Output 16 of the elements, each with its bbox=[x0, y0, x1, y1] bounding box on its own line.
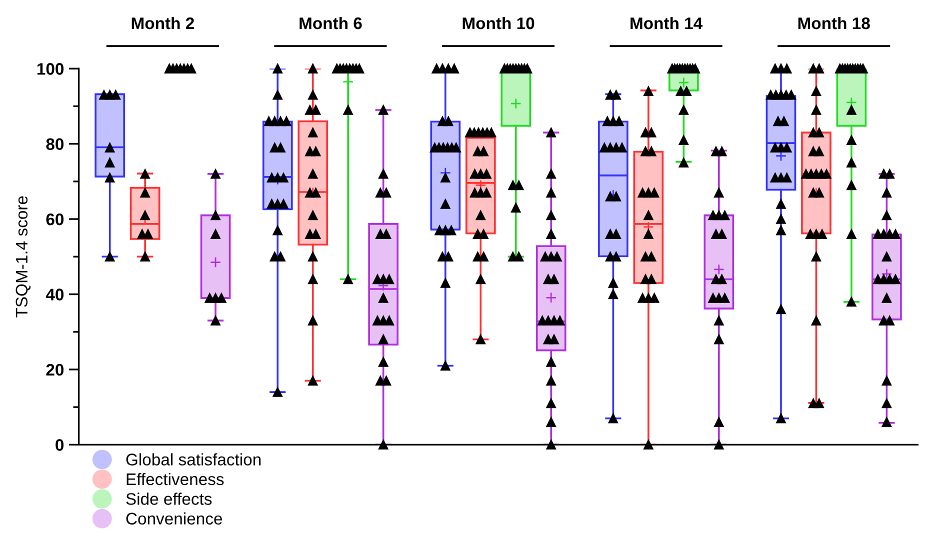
legend-label: Global satisfaction bbox=[126, 453, 261, 466]
y-tick-label: 60 bbox=[46, 213, 64, 226]
x-tick-label: Month 14 bbox=[630, 16, 703, 30]
y-tick-label: 100 bbox=[37, 63, 64, 75]
x-tick-label: Month 6 bbox=[300, 16, 362, 30]
x-tick-label: Month 10 bbox=[462, 16, 534, 30]
legend-label: Side effects bbox=[126, 492, 212, 505]
x-tick-label: Month 2 bbox=[132, 16, 194, 30]
y-tick-label: 20 bbox=[46, 364, 64, 376]
y-tick-label: 80 bbox=[46, 138, 64, 150]
legend-label: Effectiveness bbox=[126, 472, 224, 486]
x-tick-label: Month 18 bbox=[798, 16, 870, 30]
y-tick-label: 0 bbox=[56, 439, 64, 451]
y-tick-label: 40 bbox=[46, 288, 64, 300]
legend-label: Convenience bbox=[126, 512, 222, 525]
y-axis-title: TSQM-1.4 score bbox=[16, 196, 31, 318]
